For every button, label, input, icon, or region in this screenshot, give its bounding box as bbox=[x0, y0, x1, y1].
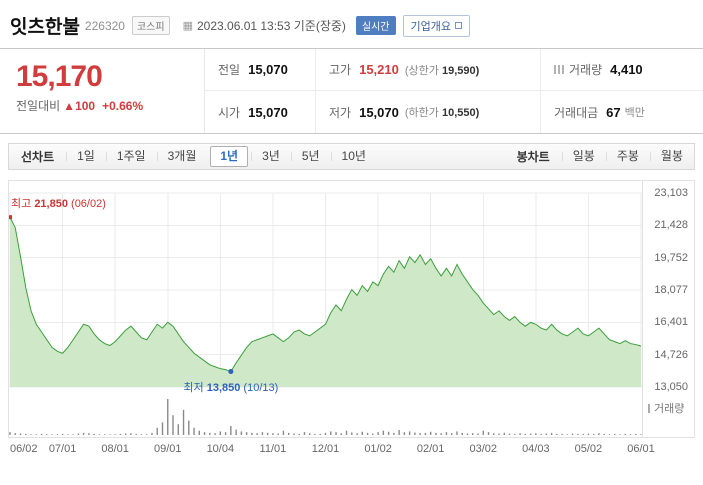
cell-value: 15,070 bbox=[248, 104, 288, 120]
cell-label: 고가 bbox=[329, 63, 352, 77]
tab-3개월[interactable]: 3개월 bbox=[156, 144, 208, 169]
price-plot: 최고 21,850 (06/02) 최저 13,850 (10/13) bbox=[9, 181, 642, 437]
cell-value: 67 bbox=[606, 104, 621, 120]
change-value: 100 bbox=[75, 99, 96, 113]
stock-title: 잇츠한불 bbox=[10, 17, 80, 38]
price-change: 전일대비 ▲100 +0.66% bbox=[16, 97, 188, 114]
info-cell-volume: 거래량 4,410 bbox=[540, 49, 703, 91]
cell-value: 4,410 bbox=[610, 62, 643, 77]
limit-note: (하한가 10,550) bbox=[404, 107, 480, 119]
min-value: 13,850 bbox=[206, 381, 241, 394]
max-date: (06/02) bbox=[71, 198, 106, 211]
info-cell-low: 저가 15,070 (하한가 10,550) bbox=[315, 91, 540, 133]
line-chart-label: 선차트 bbox=[21, 150, 55, 164]
market-badge: 코스피 bbox=[131, 16, 170, 35]
unit-label: 백만 bbox=[624, 107, 645, 119]
x-tick-label: 02/01 bbox=[416, 443, 445, 455]
x-tick-label: 05/02 bbox=[574, 443, 603, 455]
price-info-table: 전일 15,070 고가 15,210 (상한가 19,590) 거래량 4,410 시가 15… bbox=[205, 49, 703, 133]
bar-chart-icon bbox=[554, 65, 564, 74]
line-chart-group: 선차트 1일 1주일 3개월 1년 3년 5년 10년 bbox=[9, 144, 377, 169]
info-cell-amount: 거래대금 67 백만 bbox=[540, 91, 703, 133]
cell-label: 거래량 bbox=[569, 63, 603, 77]
min-label: 최저 bbox=[183, 381, 204, 394]
info-cell-high: 고가 15,210 (상한가 19,590) bbox=[315, 49, 540, 91]
cell-label: 저가 bbox=[329, 105, 352, 120]
chart-toolbar: 선차트 1일 1주일 3개월 1년 3년 5년 10년 봉차트 일봉 주봉 월봉 bbox=[8, 143, 695, 170]
candle-chart-group: 봉차트 일봉 주봉 월봉 bbox=[505, 144, 694, 169]
y-tick-label: 19,752 bbox=[654, 251, 688, 264]
x-axis-labels: 06/02 07/01 08/01 09/01 10/04 11/01 12/01 01/02… bbox=[9, 441, 655, 459]
info-cell-open: 시가 15,070 bbox=[205, 91, 315, 133]
tab-3년[interactable]: 3년 bbox=[251, 144, 291, 169]
company-overview-label: 기업개요 bbox=[410, 20, 451, 33]
volume-chart-svg bbox=[9, 399, 642, 435]
x-tick-label: 03/02 bbox=[469, 443, 498, 455]
info-cell-prev: 전일 15,070 bbox=[205, 49, 315, 91]
up-arrow-icon: ▲ bbox=[63, 99, 76, 113]
x-tick-label: 10/04 bbox=[206, 443, 235, 455]
min-date: (10/13) bbox=[243, 381, 279, 394]
timestamp-text: 2023.06.01 13:53 기준(장중) bbox=[196, 19, 346, 33]
x-tick-label: 01/02 bbox=[364, 443, 392, 455]
y-tick-label: 16,401 bbox=[654, 316, 688, 329]
y-tick-label: 23,103 bbox=[654, 187, 688, 199]
max-label: 최고 bbox=[11, 198, 32, 211]
candle-chart-label: 봉차트 bbox=[516, 150, 550, 164]
y-tick-label: 18,077 bbox=[654, 283, 688, 296]
tab-월봉[interactable]: 월봉 bbox=[649, 144, 694, 169]
tab-일봉[interactable]: 일봉 bbox=[561, 144, 606, 169]
popup-icon bbox=[455, 22, 462, 29]
min-annotation: 최저 13,850 (10/13) bbox=[183, 379, 278, 395]
x-tick-label: 11/01 bbox=[259, 443, 287, 455]
tab-10년[interactable]: 10년 bbox=[330, 144, 377, 169]
tab-1일[interactable]: 1일 bbox=[66, 144, 106, 169]
y-tick-label: 13,050 bbox=[654, 381, 688, 393]
cell-value: 15,210 bbox=[359, 62, 399, 77]
limit-note: (상한가 19,590) bbox=[404, 64, 480, 77]
cell-label: 거래대금 bbox=[554, 105, 599, 120]
calendar-icon: ▦ bbox=[182, 20, 193, 32]
x-tick-label: 07/01 bbox=[48, 443, 77, 455]
cell-label: 전일 bbox=[218, 63, 241, 77]
x-tick-label: 06/01 bbox=[627, 443, 655, 455]
y-tick-label: 21,428 bbox=[654, 219, 688, 232]
x-tick-label: 08/01 bbox=[101, 443, 129, 455]
y-tick-label: 14,726 bbox=[654, 348, 688, 361]
header: 잇츠한불 226320 코스피 ▦ 2023.06.01 13:53 기준(장중… bbox=[0, 0, 703, 48]
candle-tabs: 일봉 주봉 월봉 bbox=[561, 144, 694, 169]
stock-code: 226320 bbox=[84, 18, 125, 33]
cell-value: 15,070 bbox=[248, 62, 288, 77]
volume-bar-icon bbox=[648, 403, 650, 413]
realtime-badge: 실시간 bbox=[355, 16, 396, 35]
tab-5년[interactable]: 5년 bbox=[290, 144, 331, 169]
max-value: 21,850 bbox=[34, 198, 68, 211]
price-panel: 15,170 전일대비 ▲100 +0.66% 전일 15,070 고가 15,210 (상… bbox=[0, 48, 703, 134]
x-tick-label: 04/03 bbox=[522, 443, 550, 455]
price-chart-svg bbox=[9, 192, 642, 388]
x-tick-label: 06/02 bbox=[10, 443, 38, 455]
timestamp: ▦ 2023.06.01 13:53 기준(장중) bbox=[183, 17, 346, 34]
tab-1주일[interactable]: 1주일 bbox=[105, 144, 157, 169]
change-percent: +0.66% bbox=[102, 99, 144, 113]
period-tabs: 1일 1주일 3개월 1년 3년 5년 10년 bbox=[66, 144, 377, 169]
stock-chart[interactable]: 최고 21,850 (06/02) 최저 13,850 (10/13) 거래량 … bbox=[8, 180, 695, 438]
tab-1년[interactable]: 1년 bbox=[210, 146, 249, 167]
cell-value: 15,070 bbox=[359, 104, 399, 120]
tab-주봉[interactable]: 주봉 bbox=[605, 144, 650, 169]
volume-axis-text: 거래량 bbox=[654, 403, 685, 415]
max-annotation: 최고 21,850 (06/02) bbox=[11, 195, 106, 211]
y-axis: 거래량 23,103 21,428 19,752 18,077 16,401 14,726… bbox=[642, 181, 694, 437]
cell-label: 시가 bbox=[218, 105, 241, 120]
price-summary: 15,170 전일대비 ▲100 +0.66% bbox=[0, 49, 205, 133]
x-tick-label: 09/01 bbox=[153, 443, 182, 455]
change-label: 전일대비 bbox=[16, 99, 61, 113]
x-tick-label: 12/01 bbox=[311, 443, 340, 455]
company-overview-button[interactable]: 기업개요 bbox=[402, 14, 470, 37]
current-price: 15,170 bbox=[16, 60, 103, 93]
volume-axis-label: 거래량 bbox=[648, 400, 684, 416]
